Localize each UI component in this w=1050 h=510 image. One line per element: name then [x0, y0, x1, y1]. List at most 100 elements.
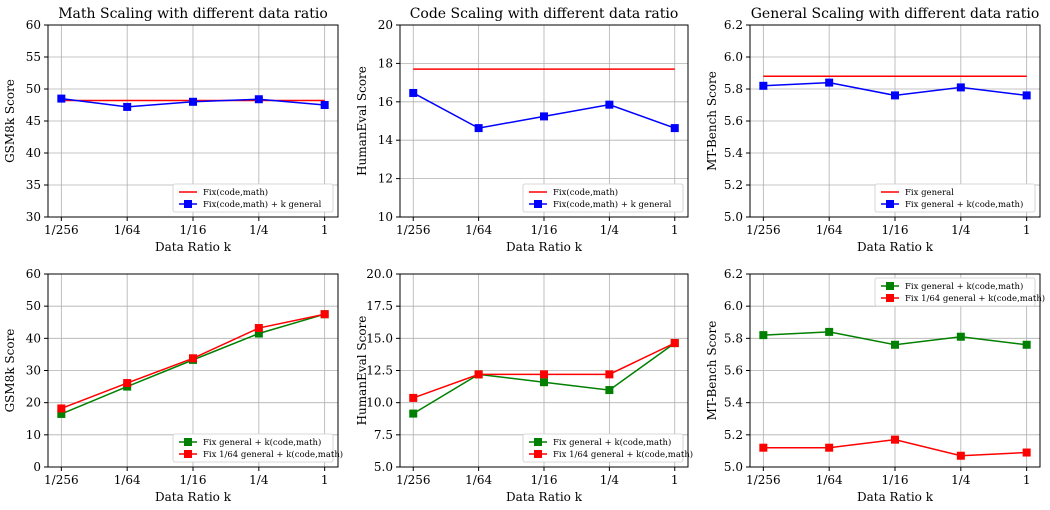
- y-axis-label: GSM8k Score: [3, 79, 17, 163]
- legend-swatch-marker: [184, 438, 192, 446]
- legend-box: [522, 183, 684, 213]
- y-tick-label: 5.8: [724, 82, 743, 96]
- legend-entry-label: Fix 1/64 general + k(code,math): [203, 449, 343, 460]
- legend-entry-label: Fix(code,math) + k general: [203, 199, 322, 210]
- y-tick-label: 5.0: [724, 210, 743, 224]
- data-point: [254, 95, 263, 104]
- y-tick-label: 12: [378, 172, 393, 186]
- x-tick-label: 1/256: [746, 223, 781, 237]
- data-point: [670, 124, 679, 133]
- x-tick-label: 1/256: [44, 223, 79, 237]
- legend-swatch-marker: [184, 450, 192, 458]
- legend-entry-label: Fix 1/64 general + k(code,math): [553, 449, 693, 460]
- y-tick-label: 14: [378, 133, 394, 147]
- data-point: [670, 339, 679, 348]
- y-tick-label: 20: [26, 396, 41, 410]
- y-tick-label: 50: [26, 299, 41, 313]
- chart-panel-6: 1/256 1/64 1/16 1/4 1 5.0 5.2 5.4 5.6 5.8 6.0 6.2 Da…: [705, 267, 1045, 504]
- legend-box: [172, 183, 334, 213]
- x-axis-label: Data Ratio k: [506, 490, 583, 504]
- x-tick-label: 1/16: [531, 473, 558, 487]
- y-tick-label: 5.0: [724, 460, 743, 474]
- legend-entry-label: Fix general + k(code,math): [553, 437, 671, 448]
- x-tick-label: 1/4: [600, 473, 620, 487]
- x-axis-label: Data Ratio k: [155, 240, 232, 254]
- x-tick-label: 1/4: [951, 473, 971, 487]
- x-axis-label: Data Ratio k: [857, 490, 934, 504]
- data-point: [605, 386, 614, 395]
- legend-entry-label: Fix general: [905, 188, 954, 198]
- data-point: [189, 354, 197, 363]
- data-point: [254, 324, 263, 333]
- y-tick-label: 50: [26, 82, 41, 96]
- x-tick-label: 1/64: [465, 473, 492, 487]
- data-point: [1022, 448, 1031, 457]
- x-tick-label: 1/256: [44, 473, 79, 487]
- x-tick-label: 1/4: [249, 223, 269, 237]
- x-tick-label: 1/16: [531, 223, 558, 237]
- data-point: [540, 112, 548, 121]
- data-point: [891, 91, 899, 100]
- y-tick-label: 7.5: [374, 428, 393, 442]
- x-tick-label: 1/256: [396, 473, 431, 487]
- y-axis-label: GSM8k Score: [3, 329, 17, 413]
- data-point: [956, 451, 965, 460]
- y-axis-label: HumanEval Score: [355, 316, 369, 426]
- legend-swatch-marker: [886, 294, 894, 302]
- y-tick-label: 16: [378, 95, 393, 109]
- legend-entry-label: Fix general + k(code,math): [905, 199, 1023, 210]
- y-tick-label: 5.6: [724, 364, 743, 378]
- legend: Fix(code,math)Fix(code,math) + k general: [522, 183, 684, 213]
- chart-panel-5: 1/256 1/64 1/16 1/4 15.07.510.012.515.017.52…: [355, 267, 693, 504]
- x-axis-label: Data Ratio k: [155, 490, 232, 504]
- y-tick-label: 60: [26, 18, 41, 32]
- x-tick-label: 1: [1023, 473, 1031, 487]
- y-tick-label: 5.4: [724, 396, 743, 410]
- data-point: [825, 443, 834, 452]
- y-tick-label: 12.5: [366, 364, 393, 378]
- data-point: [474, 124, 483, 133]
- x-axis-label: Data Ratio k: [506, 240, 583, 254]
- y-tick-label: 20.0: [366, 267, 393, 281]
- y-tick-label: 5.0: [374, 460, 393, 474]
- legend-entry-label: Fix(code,math) + k general: [553, 199, 672, 210]
- legend-box: [172, 433, 334, 463]
- legend-swatch-marker: [184, 200, 192, 208]
- legend-box: [874, 183, 1036, 213]
- chart-panel-2: 1/256 1/64 1/16 1/4 1 10 12 14 16 18 20 Data Ratio …: [355, 6, 689, 254]
- x-tick-label: 1/16: [180, 473, 207, 487]
- chart-title: Math Scaling with different data ratio: [58, 6, 328, 22]
- y-tick-label: 6.0: [724, 299, 743, 313]
- y-tick-label: 40: [26, 331, 41, 345]
- y-tick-label: 5.4: [724, 146, 743, 160]
- legend: Fix general + k(code,math)Fix 1/64 gener…: [874, 277, 1045, 307]
- y-axis-label: MT-Bench Score: [705, 71, 719, 171]
- x-tick-label: 1: [321, 223, 329, 237]
- x-tick-label: 1: [321, 473, 329, 487]
- data-point: [759, 443, 768, 452]
- data-point: [409, 393, 418, 402]
- legend-swatch-marker: [534, 200, 542, 208]
- data-point: [825, 78, 834, 87]
- y-tick-label: 40: [26, 146, 41, 160]
- x-axis-label: Data Ratio k: [857, 240, 934, 254]
- y-tick-label: 20: [378, 18, 393, 32]
- data-point: [409, 88, 418, 97]
- legend-entry-label: Fix general + k(code,math): [905, 281, 1023, 292]
- data-point: [891, 435, 899, 444]
- x-tick-label: 1/4: [249, 473, 269, 487]
- y-axis-label: MT-Bench Score: [705, 321, 719, 421]
- y-tick-label: 60: [26, 267, 41, 281]
- data-point: [254, 329, 263, 338]
- y-tick-label: 30: [26, 364, 41, 378]
- x-tick-label: 1/64: [114, 223, 141, 237]
- data-point: [759, 331, 768, 340]
- data-point: [540, 370, 548, 379]
- legend-entry-label: Fix(code,math): [553, 187, 618, 198]
- chart-panel-3: 1/256 1/64 1/16 1/4 1 5.0 5.2 5.4 5.6 5.8 6.0 6.2 Da…: [705, 6, 1041, 254]
- legend-box: [874, 277, 1036, 307]
- x-tick-label: 1/256: [746, 473, 781, 487]
- data-point: [1022, 340, 1031, 349]
